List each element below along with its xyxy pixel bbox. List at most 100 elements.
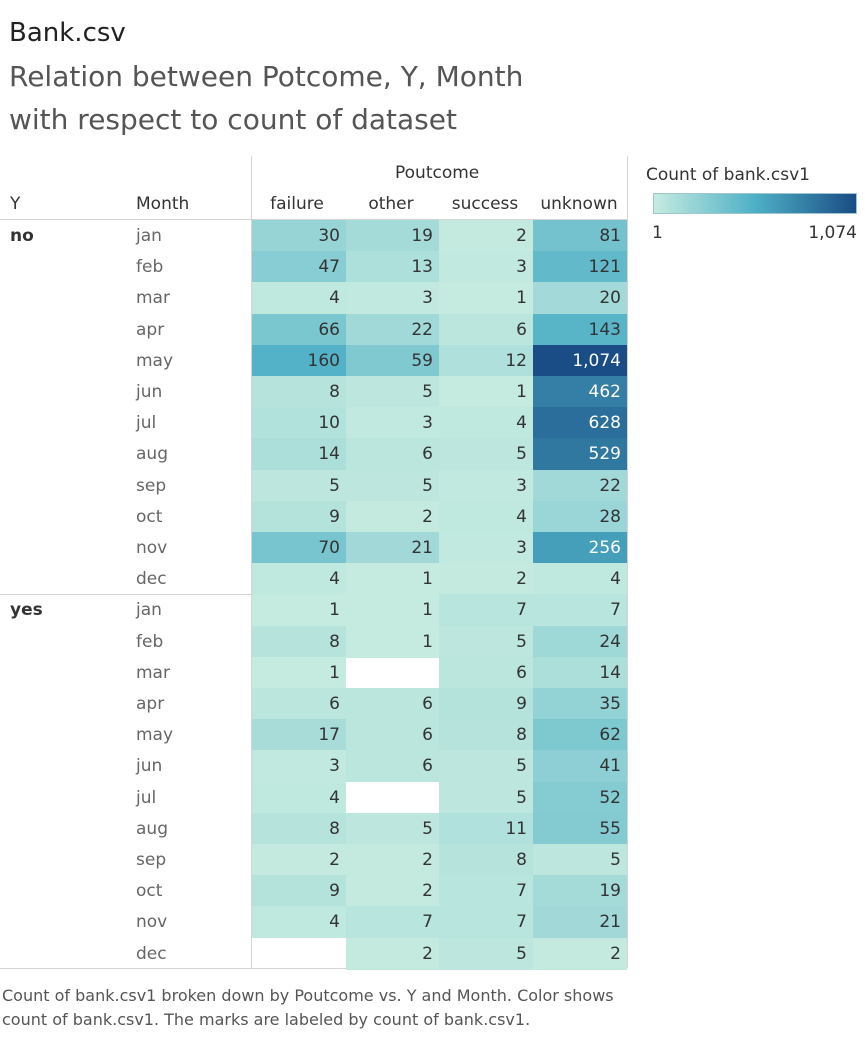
month-label: apr bbox=[136, 694, 165, 714]
heatmap-cell-yes-feb-failure: 8 bbox=[252, 625, 346, 658]
heatmap-cell-yes-sep-other: 2 bbox=[346, 844, 439, 876]
heatmap-cell-yes-jul-success: 5 bbox=[439, 781, 533, 814]
heatmap-cell-no-jan-success: 2 bbox=[439, 220, 533, 252]
month-label: oct bbox=[136, 506, 163, 527]
heatmap-cell-yes-may-failure: 17 bbox=[252, 719, 346, 752]
chart-subtitle-line-1: Relation between Potcome, Y, Month bbox=[9, 60, 524, 93]
y-header: Y bbox=[10, 194, 21, 214]
heatmap-cell-yes-oct-unknown: 19 bbox=[533, 875, 627, 908]
heatmap-cell-no-dec-success: 2 bbox=[439, 563, 533, 596]
month-label: feb bbox=[136, 631, 164, 652]
month-label: may bbox=[136, 350, 174, 371]
month-label: sep bbox=[136, 475, 167, 496]
heatmap-cell-yes-oct-other: 2 bbox=[346, 875, 439, 908]
column-header-other: other bbox=[368, 194, 414, 214]
heatmap-cell-yes-jun-other: 6 bbox=[346, 750, 439, 783]
header-divider bbox=[0, 219, 627, 220]
heatmap-cell-no-nov-failure: 70 bbox=[252, 532, 346, 564]
heatmap-cell-yes-aug-success: 11 bbox=[439, 812, 533, 845]
heatmap-cell-yes-sep-success: 8 bbox=[439, 844, 533, 876]
heatmap-cell-yes-aug-failure: 8 bbox=[252, 812, 346, 845]
heatmap-cell-no-jun-other: 5 bbox=[346, 376, 439, 408]
month-label: jun bbox=[136, 382, 163, 402]
chart-subtitle-line-2: with respect to count of dataset bbox=[9, 103, 457, 136]
heatmap-cell-no-may-success: 12 bbox=[439, 344, 533, 377]
heatmap-cell-yes-apr-failure: 6 bbox=[252, 688, 346, 720]
heatmap-cell-no-oct-unknown: 28 bbox=[533, 500, 627, 533]
heatmap-cell-yes-sep-unknown: 5 bbox=[533, 844, 627, 876]
heatmap-cell-no-apr-success: 6 bbox=[439, 313, 533, 346]
heatmap-cell-yes-oct-success: 7 bbox=[439, 875, 533, 908]
month-label: dec bbox=[136, 943, 167, 964]
heatmap-cell-yes-jan-success: 7 bbox=[439, 594, 533, 627]
heatmap-cell-yes-sep-failure: 2 bbox=[252, 844, 346, 876]
month-label: aug bbox=[136, 444, 168, 465]
heatmap-cell-yes-feb-success: 5 bbox=[439, 625, 533, 658]
heatmap-cell-no-dec-unknown: 4 bbox=[533, 563, 627, 596]
heatmap-cell-yes-may-other: 6 bbox=[346, 719, 439, 752]
heatmap-cell-no-may-failure: 160 bbox=[252, 344, 346, 377]
heatmap-cell-yes-nov-other: 7 bbox=[346, 906, 439, 939]
table-divider-right bbox=[627, 156, 628, 968]
month-label: feb bbox=[136, 257, 164, 278]
heatmap-cell-no-jun-success: 1 bbox=[439, 376, 533, 408]
legend-color-scale bbox=[653, 193, 857, 214]
heatmap-cell-no-oct-other: 2 bbox=[346, 500, 439, 533]
heatmap-cell-yes-mar-success: 6 bbox=[439, 656, 533, 689]
heatmap-cell-yes-dec-unknown: 2 bbox=[533, 937, 627, 970]
heatmap-cell-no-may-other: 59 bbox=[346, 344, 439, 377]
heatmap-cell-no-mar-success: 1 bbox=[439, 282, 533, 315]
heatmap-cell-no-sep-other: 5 bbox=[346, 469, 439, 502]
heatmap-cell-yes-jun-failure: 3 bbox=[252, 750, 346, 783]
column-group-header: Poutcome bbox=[395, 163, 480, 183]
heatmap-cell-yes-feb-other: 1 bbox=[346, 625, 439, 658]
heatmap-cell-yes-apr-success: 9 bbox=[439, 688, 533, 720]
heatmap-cell-yes-jan-failure: 1 bbox=[252, 594, 346, 627]
heatmap-cell-no-apr-unknown: 143 bbox=[533, 313, 627, 346]
heatmap-cell-no-jun-failure: 8 bbox=[252, 376, 346, 408]
heatmap-cell-no-nov-other: 21 bbox=[346, 532, 439, 564]
month-label: nov bbox=[136, 912, 168, 933]
heatmap-cell-no-feb-failure: 47 bbox=[252, 251, 346, 284]
heatmap-cell-no-jul-unknown: 628 bbox=[533, 407, 627, 440]
heatmap-cell-no-jan-unknown: 81 bbox=[533, 220, 627, 252]
heatmap-cell-no-feb-other: 13 bbox=[346, 251, 439, 284]
heatmap-cell-yes-aug-other: 5 bbox=[346, 812, 439, 845]
column-header-success: success bbox=[451, 194, 519, 214]
month-label: oct bbox=[136, 881, 163, 902]
heatmap-cell-yes-nov-failure: 4 bbox=[252, 906, 346, 939]
month-label: dec bbox=[136, 569, 167, 590]
heatmap-cell-no-feb-unknown: 121 bbox=[533, 251, 627, 284]
table-bottom-line bbox=[0, 968, 627, 969]
month-label: jan bbox=[136, 600, 162, 621]
heatmap-cell-yes-apr-unknown: 35 bbox=[533, 688, 627, 720]
heatmap-cell-yes-dec-success: 5 bbox=[439, 937, 533, 970]
month-label: nov bbox=[136, 538, 168, 558]
heatmap-cell-no-mar-failure: 4 bbox=[252, 282, 346, 315]
heatmap-cell-yes-nov-unknown: 21 bbox=[533, 906, 627, 939]
legend-max-label: 1,074 bbox=[808, 223, 857, 243]
heatmap-cell-yes-jul-failure: 4 bbox=[252, 781, 346, 814]
heatmap-cell-no-jun-unknown: 462 bbox=[533, 376, 627, 408]
heatmap-cell-no-jul-failure: 10 bbox=[252, 407, 346, 440]
heatmap-cell-no-jan-failure: 30 bbox=[252, 220, 346, 252]
heatmap-cell-no-oct-success: 4 bbox=[439, 500, 533, 533]
heatmap-cell-no-dec-other: 1 bbox=[346, 563, 439, 596]
heatmap-cell-no-apr-failure: 66 bbox=[252, 313, 346, 346]
heatmap-cell-yes-may-unknown: 62 bbox=[533, 719, 627, 752]
month-label: jul bbox=[136, 413, 157, 434]
heatmap-cell-no-nov-success: 3 bbox=[439, 532, 533, 564]
heatmap-cell-no-mar-other: 3 bbox=[346, 282, 439, 315]
heatmap-cell-yes-jan-unknown: 7 bbox=[533, 594, 627, 627]
heatmap-cell-yes-dec-other: 2 bbox=[346, 937, 439, 970]
heatmap-cell-yes-aug-unknown: 55 bbox=[533, 812, 627, 845]
month-label: aug bbox=[136, 818, 168, 839]
heatmap-cell-no-aug-success: 5 bbox=[439, 438, 533, 471]
month-label: may bbox=[136, 725, 174, 746]
heatmap-cell-no-dec-failure: 4 bbox=[252, 563, 346, 596]
group-label-yes: yes bbox=[10, 600, 43, 621]
heatmap-cell-no-may-unknown: 1,074 bbox=[533, 344, 627, 377]
chart-title: Bank.csv bbox=[9, 18, 126, 48]
heatmap-cell-no-feb-success: 3 bbox=[439, 251, 533, 284]
column-header-failure: failure bbox=[270, 194, 324, 214]
